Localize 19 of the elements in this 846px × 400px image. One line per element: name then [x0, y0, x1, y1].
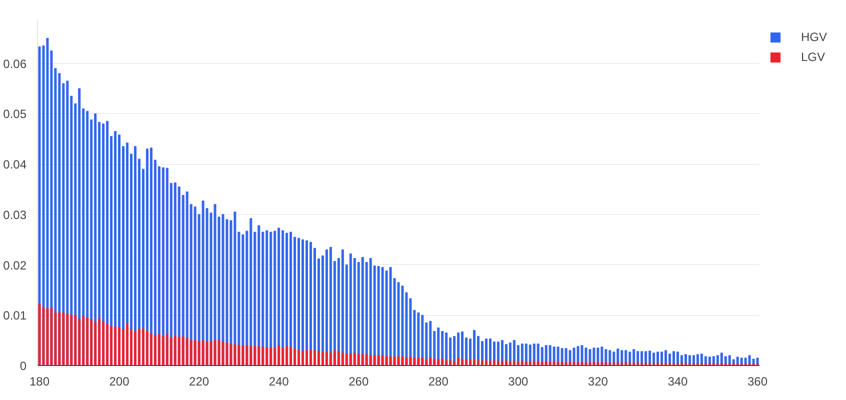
y-tick-label: 0.05 — [3, 107, 27, 122]
x-tick-label: 200 — [109, 374, 130, 388]
x-tick-label: 360 — [747, 374, 768, 388]
x-tick-label: 260 — [348, 374, 369, 388]
legend-label: HGV — [801, 30, 828, 44]
y-tick-label: 0.02 — [3, 258, 27, 272]
x-tick-label: 240 — [268, 374, 290, 388]
x-tick-label: 280 — [428, 374, 449, 388]
legend-label: LGV — [801, 50, 826, 64]
x-tick-label: 220 — [189, 374, 210, 388]
x-tick-label: 320 — [588, 374, 608, 388]
x-tick-label: 340 — [668, 374, 688, 388]
y-tick-label: 0 — [20, 359, 27, 373]
y-tick-label: 0.06 — [3, 56, 27, 71]
y-tick-label: 0.03 — [3, 208, 27, 222]
x-tick-label: 180 — [29, 374, 50, 388]
y-tick-label: 0.01 — [3, 308, 27, 323]
x-tick-label: 300 — [508, 374, 529, 388]
y-tick-label: 0.04 — [3, 158, 27, 172]
